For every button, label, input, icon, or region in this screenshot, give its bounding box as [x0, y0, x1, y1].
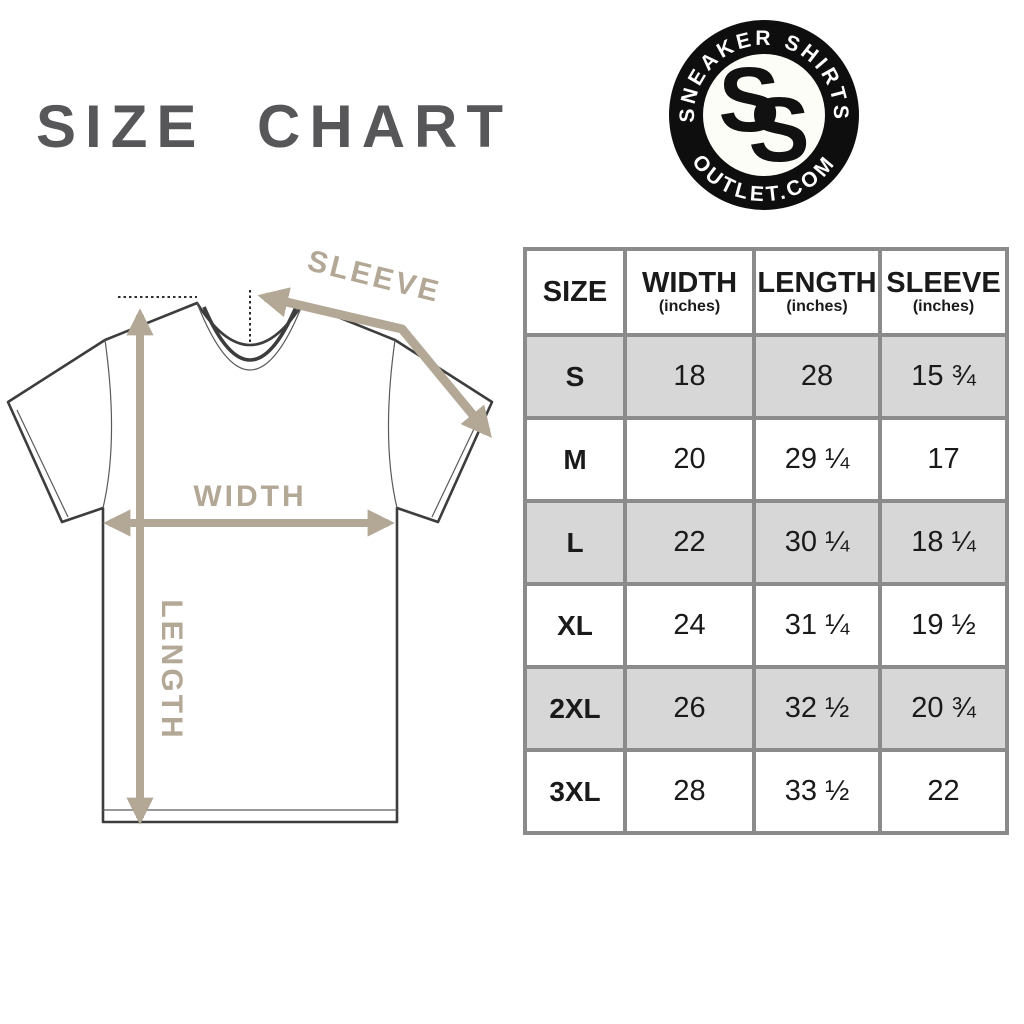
- cell-size: 2XL: [523, 665, 627, 752]
- cell-width: 28: [623, 748, 756, 835]
- sleeve-arrow: [257, 287, 492, 438]
- cell-length: 29 ¼: [752, 416, 882, 503]
- cell-length: 28: [752, 333, 882, 420]
- cell-width: 24: [623, 582, 756, 669]
- left-side-seam: [102, 339, 113, 509]
- cell-size: XL: [523, 582, 627, 669]
- size-table-header-row: SIZE WIDTH (inches) LENGTH (inches) SLEE…: [523, 247, 1009, 337]
- cell-sleeve: 17: [878, 416, 1009, 503]
- left-sleeve-hem: [16, 409, 69, 518]
- table-row: S 18 28 15 ¾: [523, 333, 1009, 420]
- cell-size: 3XL: [523, 748, 627, 835]
- page-title: SIZE CHART: [36, 93, 512, 160]
- width-label: WIDTH: [193, 480, 306, 513]
- col-header-length: LENGTH (inches): [752, 247, 882, 337]
- cell-length: 32 ½: [752, 665, 882, 752]
- logo-inner-circle: [703, 54, 825, 176]
- tshirt-measurement-diagram: LENGTH WIDTH SLEEVE: [0, 240, 520, 860]
- svg-text:S: S: [748, 79, 809, 181]
- cell-size: M: [523, 416, 627, 503]
- table-row: 3XL 28 33 ½ 22: [523, 748, 1009, 835]
- tshirt-diagram-icon: LENGTH WIDTH SLEEVE: [6, 244, 494, 825]
- ss-monogram-icon: S S: [718, 49, 809, 181]
- brand-logo-icon: SNEAKER SHIRTS OUTLET.COM S S: [669, 20, 859, 210]
- sleeve-label: SLEEVE: [304, 244, 444, 309]
- svg-text:S: S: [718, 49, 779, 151]
- cell-sleeve: 22: [878, 748, 1009, 835]
- cell-width: 18: [623, 333, 756, 420]
- cell-length: 31 ¼: [752, 582, 882, 669]
- table-row: 2XL 26 32 ½ 20 ¾: [523, 665, 1009, 752]
- table-row: L 22 30 ¼ 18 ¼: [523, 499, 1009, 586]
- cell-sleeve: 19 ½: [878, 582, 1009, 669]
- col-header-size: SIZE: [523, 247, 627, 337]
- cell-width: 20: [623, 416, 756, 503]
- cell-sleeve: 18 ¼: [878, 499, 1009, 586]
- size-table: SIZE WIDTH (inches) LENGTH (inches) SLEE…: [523, 247, 1009, 835]
- tshirt-outline: [6, 301, 494, 824]
- length-label: LENGTH: [155, 599, 188, 740]
- cell-length: 33 ½: [752, 748, 882, 835]
- cell-sleeve: 20 ¾: [878, 665, 1009, 752]
- col-header-width: WIDTH (inches): [623, 247, 756, 337]
- cell-length: 30 ¼: [752, 499, 882, 586]
- table-row: M 20 29 ¼ 17: [523, 416, 1009, 503]
- cell-width: 26: [623, 665, 756, 752]
- cell-sleeve: 15 ¾: [878, 333, 1009, 420]
- brand-logo: SNEAKER SHIRTS OUTLET.COM S S: [663, 14, 865, 216]
- cell-width: 22: [623, 499, 756, 586]
- table-row: XL 24 31 ¼ 19 ½: [523, 582, 1009, 669]
- col-header-sleeve: SLEEVE (inches): [878, 247, 1009, 337]
- cell-size: S: [523, 333, 627, 420]
- cell-size: L: [523, 499, 627, 586]
